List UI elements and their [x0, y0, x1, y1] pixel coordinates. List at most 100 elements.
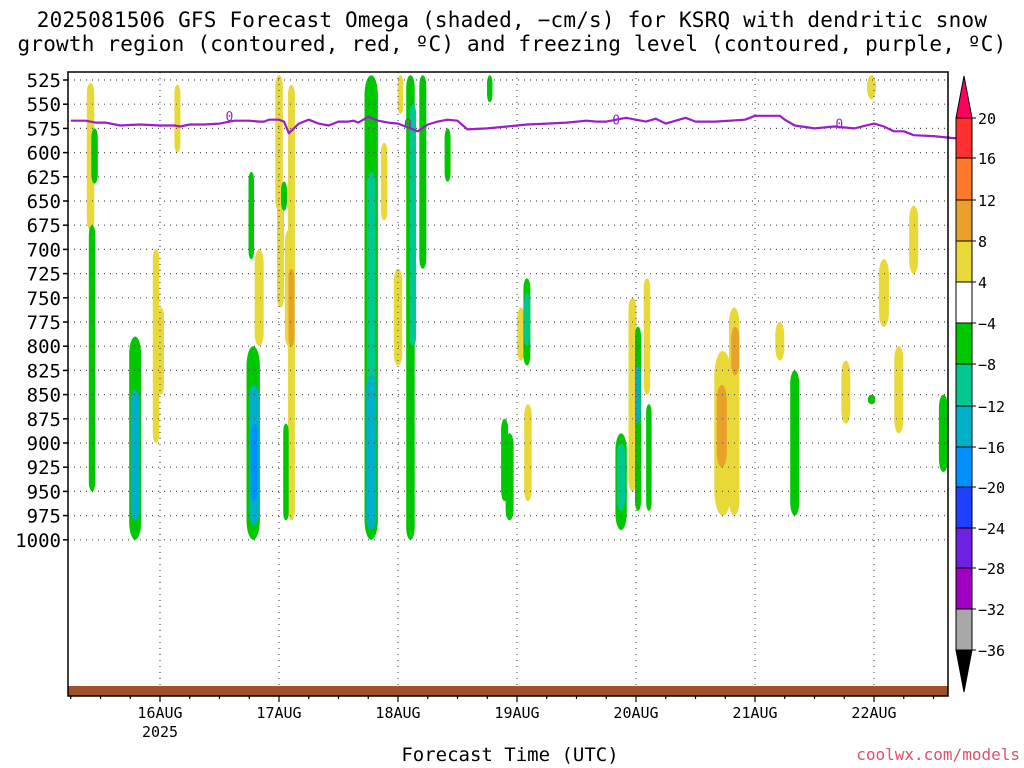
- omega-region: [867, 394, 876, 405]
- omega-region: [716, 384, 727, 468]
- colorbar-label: 8: [978, 233, 987, 251]
- freezing-level-line: [70, 114, 964, 140]
- credit-link[interactable]: coolwx.com/models: [856, 745, 1020, 764]
- y-tick-label: 750: [27, 288, 61, 310]
- freezing-level-label: 0: [404, 118, 412, 133]
- freezing-level-layer: 0 0 0 0: [70, 110, 964, 140]
- colorbar-segment: [955, 486, 973, 529]
- y-tick-label: 925: [27, 457, 61, 479]
- colorbar-segment: [955, 608, 973, 651]
- y-tick-label: 800: [27, 336, 61, 358]
- plot-frame: [67, 71, 949, 697]
- omega-shading-layer: [86, 75, 948, 540]
- omega-region: [254, 249, 264, 347]
- colorbar-segment: [955, 240, 973, 283]
- x-tick-label: 21AUG: [732, 704, 777, 722]
- omega-region: [487, 75, 493, 103]
- omega-region: [867, 75, 876, 100]
- x-tick-label: 18AUG: [375, 704, 420, 722]
- omega-region: [250, 423, 258, 501]
- y-tick-label: 825: [27, 360, 61, 382]
- y-tick-label: 550: [27, 94, 61, 116]
- chart-title-line-1: 2025081506 GFS Forecast Omega (shaded, −…: [36, 8, 988, 32]
- y-tick-label: 950: [27, 481, 61, 503]
- colorbar-label: 4: [978, 274, 987, 292]
- y-tick-label: 975: [27, 506, 61, 528]
- y-tick-label: 675: [27, 215, 61, 237]
- x-tick-label: 22AUG: [851, 704, 896, 722]
- omega-region: [174, 84, 181, 153]
- omega-region: [248, 172, 254, 260]
- omega-region: [894, 346, 904, 434]
- omega-region: [878, 259, 889, 327]
- colorbar-label: −28: [978, 560, 1005, 578]
- colorbar-segment: [955, 405, 973, 448]
- y-tick-label: 850: [27, 385, 61, 407]
- omega-region: [86, 82, 95, 231]
- colorbar-label: −36: [978, 642, 1005, 660]
- omega-region: [775, 322, 785, 361]
- colorbar-segment: [955, 157, 973, 201]
- y-tick-label: 1000: [15, 530, 61, 552]
- colorbar-segment: [955, 117, 973, 159]
- x-tick-label: 19AUG: [494, 704, 539, 722]
- omega-region: [288, 268, 295, 347]
- omega-region: [841, 360, 851, 424]
- x-tick-label: 17AUG: [256, 704, 301, 722]
- colorbar-label: −24: [978, 520, 1005, 538]
- y-tick-label: 900: [27, 433, 61, 455]
- x-axis-title: Forecast Time (UTC): [401, 744, 619, 766]
- colorbar-label: 16: [978, 150, 996, 168]
- colorbar-label: 12: [978, 192, 996, 210]
- x-tick-label: 20AUG: [613, 704, 658, 722]
- colorbar-segment: [955, 199, 973, 242]
- omega-region: [501, 418, 509, 502]
- plot-frame-layer: [67, 71, 949, 697]
- y-tick-label: 575: [27, 118, 61, 140]
- colorbar-label: −12: [978, 398, 1005, 416]
- freezing-level-label: 0: [835, 118, 843, 133]
- surface-band: [68, 686, 948, 696]
- omega-region: [91, 128, 98, 184]
- omega-region: [517, 307, 525, 361]
- colorbar: 20 16 12 8 4 −4 −8 −12 −16 −20 −24 −28 −32 −36: [955, 75, 1005, 693]
- omega-region: [283, 423, 289, 521]
- y-tick-label: 700: [27, 239, 61, 261]
- colorbar-top-arrow: [955, 75, 973, 119]
- colorbar-segment: [955, 567, 973, 610]
- colorbar-label: −32: [978, 601, 1005, 619]
- omega-region: [380, 142, 388, 221]
- omega-region: [646, 404, 652, 511]
- x-tick-sublabel: 2025: [142, 723, 178, 741]
- colorbar-label: −8: [978, 356, 996, 374]
- freezing-level-label: 0: [226, 110, 234, 125]
- surface-band-layer: [68, 686, 948, 696]
- colorbar-segment: [955, 322, 973, 365]
- y-tick-label: 725: [27, 264, 61, 286]
- omega-region: [366, 375, 377, 531]
- omega-region: [643, 278, 651, 395]
- omega-region: [731, 326, 740, 376]
- omega-region: [277, 191, 284, 308]
- omega-region: [393, 268, 403, 366]
- omega-region: [397, 75, 404, 114]
- colorbar-bottom-arrow: [955, 649, 973, 693]
- omega-region: [152, 249, 160, 443]
- colorbar-label: 20: [978, 110, 996, 128]
- omega-region: [524, 293, 530, 347]
- grid-layer: [68, 72, 948, 696]
- chart-title-line-2: growth region (contoured, red, ºC) and f…: [17, 32, 1007, 56]
- omega-region: [130, 389, 140, 521]
- y-tick-label: 525: [27, 70, 61, 92]
- freezing-level-label: 0: [612, 114, 620, 129]
- y-tick-label: 625: [27, 167, 61, 189]
- omega-region: [938, 394, 948, 472]
- omega-region: [617, 443, 626, 511]
- omega-region: [88, 225, 96, 492]
- x-tick-label: 16AUG: [137, 704, 182, 722]
- colorbar-label: −16: [978, 439, 1005, 457]
- y-tick-label: 875: [27, 409, 61, 431]
